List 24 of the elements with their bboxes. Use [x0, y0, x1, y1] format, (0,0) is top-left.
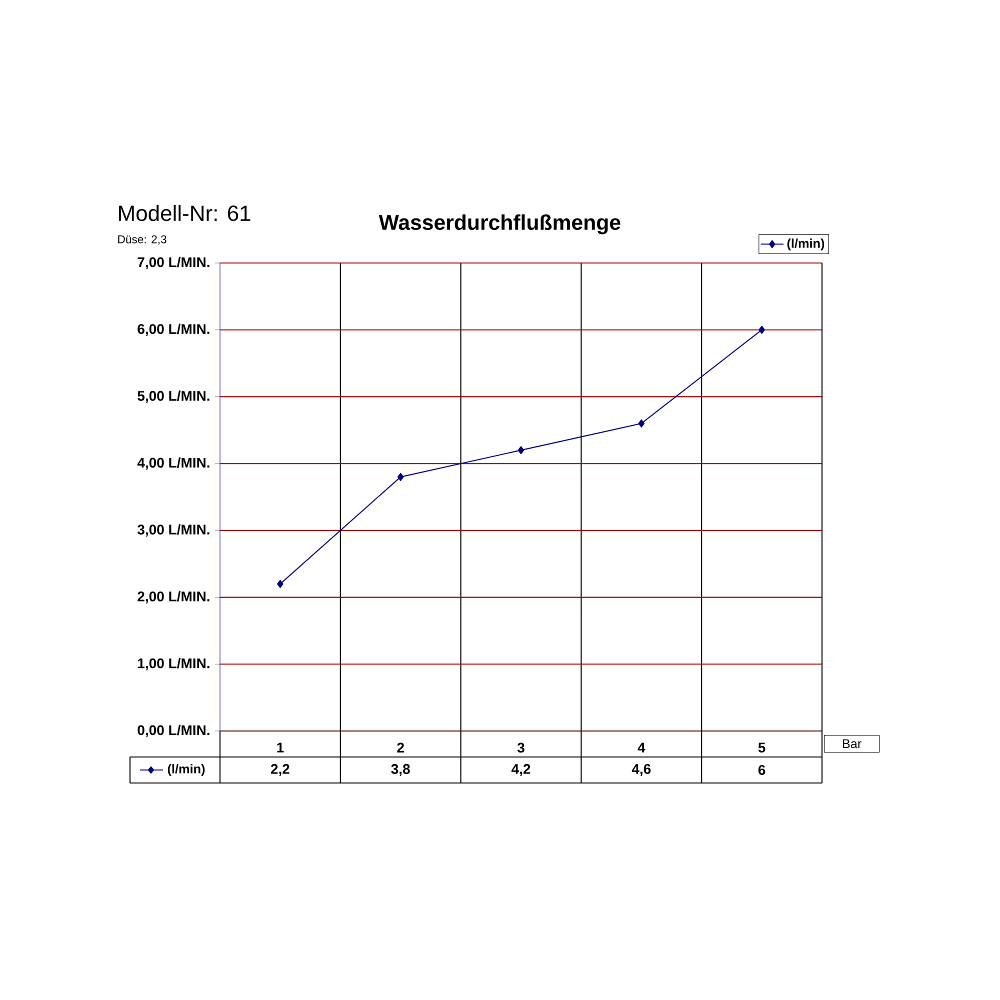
- legend-label: (l/min): [787, 238, 824, 250]
- text: Modell-Nr: 61: [119, 204, 250, 222]
- y-tick-label: 2,00 L/MIN.: [138, 591, 210, 604]
- data-label: 4,2: [511, 764, 530, 776]
- x-axis-title: Bar: [842, 739, 862, 748]
- x-tick-label: 1: [277, 742, 284, 752]
- y-tick-label: 1,00 L/MIN.: [138, 658, 210, 670]
- data-label: 2,2: [270, 764, 290, 776]
- text: (l/min): [168, 764, 205, 776]
- x-tick-label: 3: [517, 742, 524, 753]
- y-tick-label: 6,00 L/MIN.: [138, 324, 210, 336]
- chart-title: Wasserdurchflußmenge: [378, 214, 620, 234]
- y-tick-label: 7,00 L/MIN.: [138, 256, 210, 270]
- x-tick-label: 5: [758, 742, 766, 752]
- data-label: 3,8: [391, 764, 410, 776]
- y-tick-label: 3,00 L/MIN.: [137, 524, 210, 537]
- data-label: 4,6: [632, 764, 651, 776]
- x-tick-label: 2: [397, 742, 404, 752]
- text: Düse: 2,3: [118, 235, 166, 245]
- y-tick-label: 4,00 L/MIN.: [137, 457, 210, 470]
- y-tick-label: 0,00 L/MIN.: [138, 724, 210, 738]
- y-tick-label: 5,00 L/MIN.: [138, 390, 210, 403]
- x-tick-label: 4: [638, 742, 646, 752]
- data-label: 6: [758, 765, 766, 775]
